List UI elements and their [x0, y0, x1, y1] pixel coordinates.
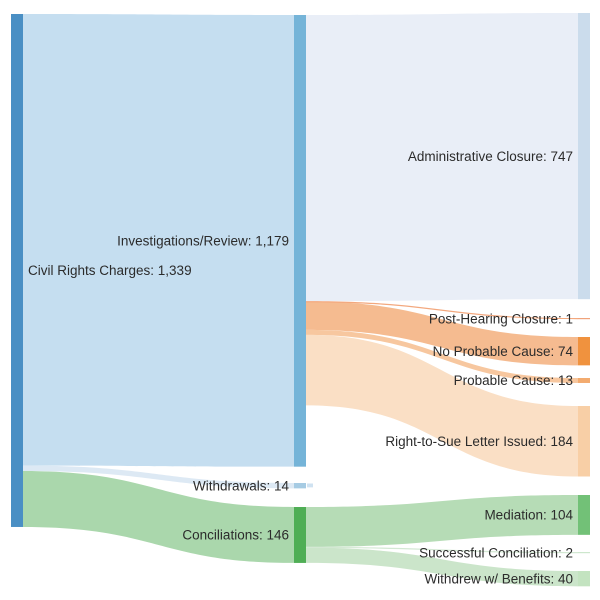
node-conciliations[interactable] [294, 507, 306, 563]
node-label-conciliations: Conciliations: 146 [182, 528, 289, 543]
link-civil_rights_charges-investigations_review[interactable] [23, 14, 294, 467]
node-label-administrative_closure: Administrative Closure: 747 [408, 149, 573, 164]
node-civil_rights_charges[interactable] [11, 14, 23, 527]
node-label-post_hearing_closure: Post-Hearing Closure: 1 [429, 311, 573, 326]
node-post_hearing_closure[interactable] [578, 318, 590, 320]
link-civil_rights_charges-withdrawals[interactable] [23, 465, 294, 489]
node-right_to_sue[interactable] [578, 406, 590, 477]
node-stub-withdrawals [307, 483, 313, 488]
node-withdrawals[interactable] [294, 483, 306, 489]
node-no_probable_cause[interactable] [578, 337, 590, 366]
link-conciliations-withdrew_benefits[interactable] [306, 547, 578, 587]
link-investigations_review-no_probable_cause[interactable] [306, 301, 578, 366]
node-label-investigations_review: Investigations/Review: 1,179 [117, 234, 289, 249]
node-successful_conciliation[interactable] [578, 552, 590, 554]
link-investigations_review-post_hearing_closure[interactable] [306, 301, 578, 320]
node-label-no_probable_cause: No Probable Cause: 74 [433, 344, 574, 359]
link-civil_rights_charges-conciliations[interactable] [23, 471, 294, 563]
link-investigations_review-administrative_closure[interactable] [306, 13, 578, 302]
node-mediation[interactable] [578, 495, 590, 535]
node-label-withdrew_benefits: Withdrew w/ Benefits: 40 [424, 571, 573, 586]
link-investigations_review-right_to_sue[interactable] [306, 334, 578, 477]
node-label-civil_rights_charges: Civil Rights Charges: 1,339 [28, 263, 192, 278]
node-withdrew_benefits[interactable] [578, 571, 590, 587]
node-probable_cause[interactable] [578, 378, 590, 383]
link-investigations_review-probable_cause[interactable] [306, 329, 578, 383]
node-administrative_closure[interactable] [578, 13, 590, 300]
node-label-right_to_sue: Right-to-Sue Letter Issued: 184 [385, 434, 573, 449]
link-conciliations-mediation[interactable] [306, 495, 578, 547]
node-label-mediation: Mediation: 104 [484, 508, 573, 523]
link-conciliations-successful_conciliation[interactable] [306, 546, 578, 554]
node-label-successful_conciliation: Successful Conciliation: 2 [419, 545, 573, 560]
node-investigations_review[interactable] [294, 15, 306, 467]
node-label-probable_cause: Probable Cause: 13 [454, 373, 573, 388]
node-label-withdrawals: Withdrawals: 14 [193, 478, 290, 493]
